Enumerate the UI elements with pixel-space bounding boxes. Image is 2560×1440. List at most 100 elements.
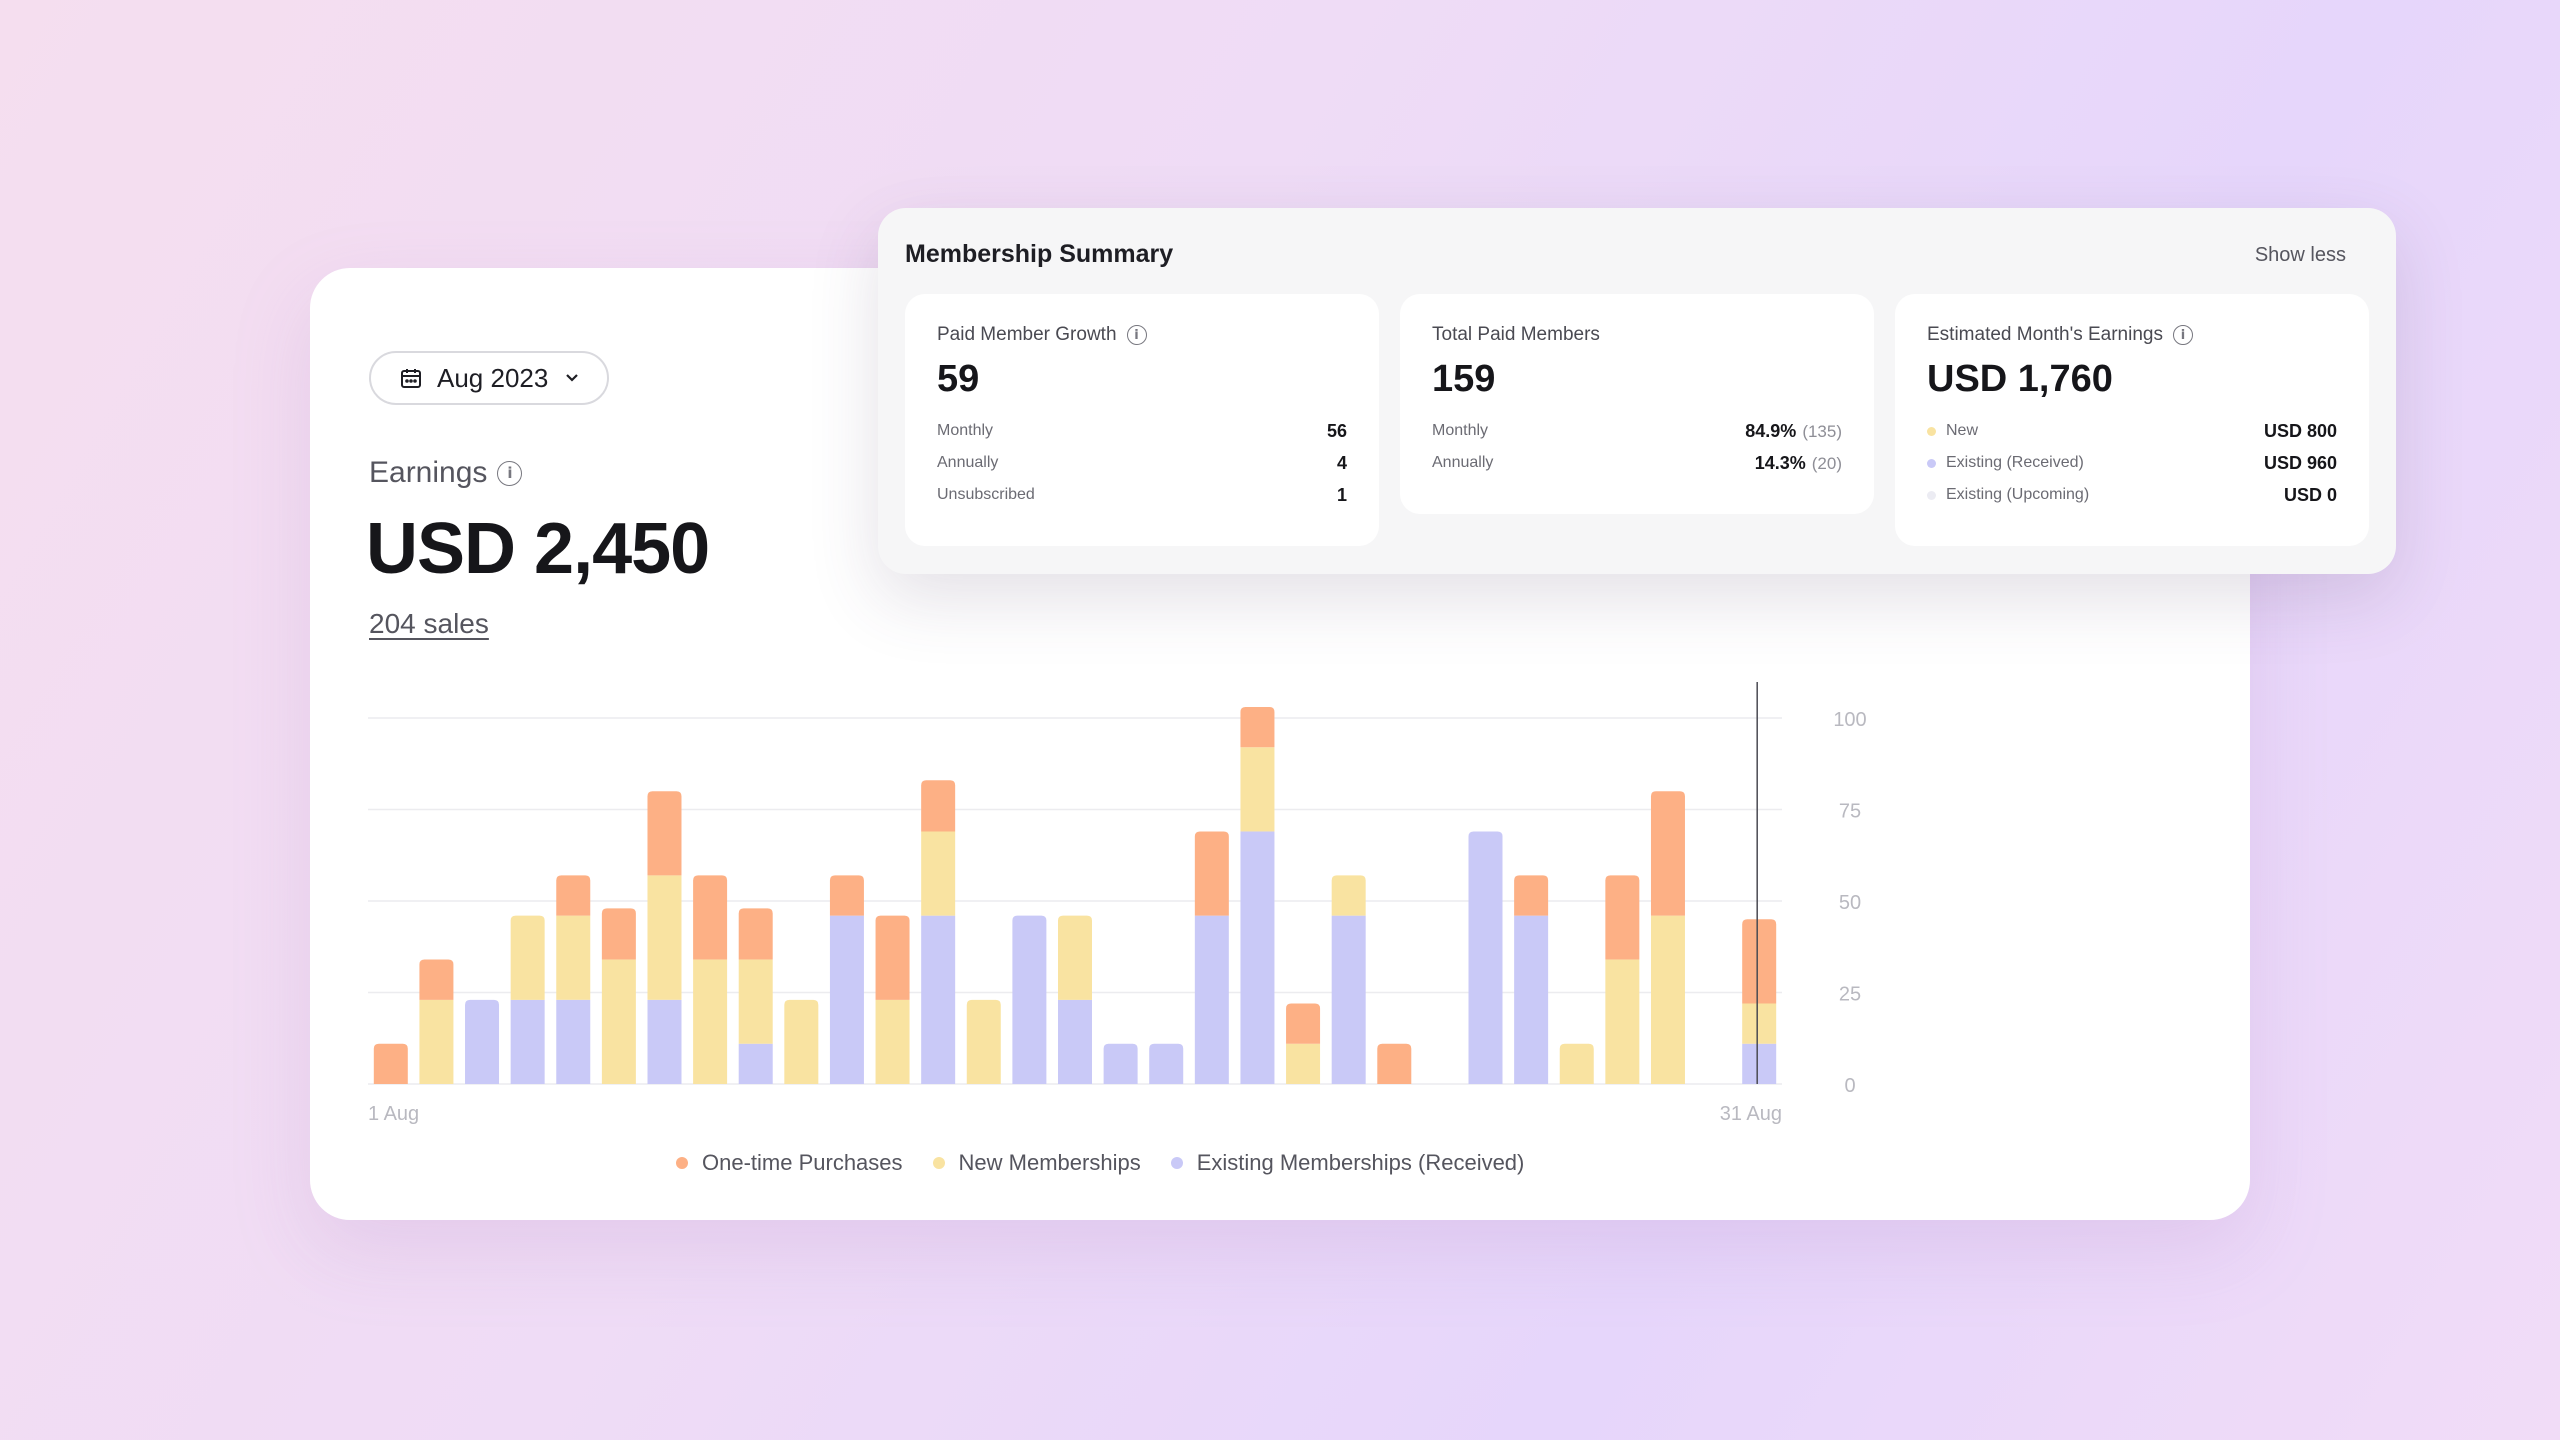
- stat-row-label: Monthly: [1432, 422, 1489, 439]
- x-tick-label: 31 Aug: [1720, 1103, 1782, 1125]
- bar-segment: [921, 780, 956, 832]
- bar-segment: [1240, 747, 1275, 832]
- bar-segment: [1605, 959, 1640, 1084]
- bar-segment: [373, 1043, 408, 1084]
- bar-segment: [647, 791, 682, 876]
- bar-segment: [1377, 1043, 1412, 1084]
- bar-segment: [829, 875, 864, 916]
- bar-segment: [1650, 791, 1685, 916]
- bar-segment: [1559, 1043, 1594, 1084]
- bar-segment: [1331, 875, 1366, 916]
- bar-segment: [875, 999, 910, 1084]
- earnings-label-text: Earnings: [369, 456, 488, 489]
- bar-segment: [1331, 915, 1366, 1084]
- stat-row-count: (135): [1802, 421, 1842, 441]
- stat-row-count: (20): [1811, 453, 1842, 473]
- bar-segment: [1742, 1003, 1777, 1044]
- stat-row-value: 4: [1336, 452, 1347, 473]
- bar-segment: [784, 999, 819, 1084]
- month-picker[interactable]: Aug 2023: [369, 351, 609, 405]
- y-tick-label: 50: [1839, 892, 1861, 914]
- y-tick-label: 100: [1833, 709, 1866, 731]
- bar-segment: [1286, 1003, 1321, 1044]
- bar-segment: [875, 915, 910, 1000]
- y-tick-label: 75: [1839, 801, 1861, 823]
- month-picker-label: Aug 2023: [437, 362, 549, 393]
- legend-item-existing-memberships: Existing Memberships (Received): [1170, 1150, 1525, 1176]
- panel-title: Membership Summary: [905, 240, 1174, 268]
- show-less-button[interactable]: Show less: [2254, 244, 2346, 266]
- stat-row: Annually 14.3% (20): [1432, 447, 1842, 479]
- total-paid-members-card: Total Paid Members 159 Monthly 84.9% (135…: [1400, 294, 1874, 514]
- stat-row: Existing (Upcoming) USD 0: [1927, 479, 2337, 511]
- stat-row-label: Annually: [1432, 454, 1494, 471]
- legend-swatch: [676, 1157, 688, 1169]
- legend-label: New Memberships: [958, 1150, 1141, 1175]
- bar-segment: [1058, 915, 1092, 1000]
- info-icon[interactable]: i: [2172, 325, 2193, 345]
- bar-segment: [1149, 1043, 1184, 1084]
- earnings-chart: 0 25 50 75 100 1 Aug 31 Aug: [368, 682, 1867, 1125]
- stat-row-value: USD 0: [2283, 484, 2337, 505]
- legend-item-new-memberships: New Memberships: [932, 1150, 1141, 1176]
- bar-segment: [465, 999, 500, 1084]
- bar-segment: [1058, 999, 1092, 1084]
- bar-segment: [1742, 1043, 1777, 1084]
- bar-segment: [921, 831, 956, 916]
- stat-value: 159: [1432, 358, 1496, 400]
- bar-segment: [1240, 707, 1275, 748]
- estimated-earnings-card: Estimated Month's Earnings i USD 1,760 N…: [1895, 294, 2369, 546]
- bar-segment: [1240, 831, 1275, 1084]
- bar-segment: [556, 999, 591, 1084]
- earnings-label: Earnings i: [369, 456, 523, 490]
- calendar-icon: [401, 369, 421, 388]
- stat-title-text: Paid Member Growth: [937, 324, 1117, 345]
- paid-member-growth-card: Paid Member Growth i 59 Monthly 56 Annua…: [905, 294, 1379, 546]
- bar-segment: [921, 915, 956, 1084]
- stat-row: Existing (Received) USD 960: [1927, 447, 2337, 479]
- legend-swatch: [932, 1157, 945, 1169]
- chart-legend: One-time Purchases New Memberships Exist…: [676, 1150, 1524, 1176]
- bar-segment: [1650, 915, 1685, 1084]
- legend-item-one-time: One-time Purchases: [676, 1150, 903, 1176]
- legend-label: Existing Memberships (Received): [1196, 1150, 1525, 1175]
- bar-segment: [601, 959, 636, 1084]
- bar-segment: [1012, 915, 1047, 1084]
- stat-row-value: 56: [1326, 420, 1347, 441]
- info-icon[interactable]: i: [497, 460, 523, 486]
- stat-title-text: Total Paid Members: [1432, 324, 1600, 345]
- sales-link[interactable]: 204 sales: [369, 608, 489, 639]
- y-tick-label: 25: [1839, 984, 1861, 1006]
- info-icon[interactable]: i: [1126, 325, 1147, 345]
- bar-segment: [1514, 875, 1549, 916]
- bar-segment: [419, 959, 454, 1000]
- bar-segment: [556, 915, 591, 1000]
- stat-row-label: Annually: [937, 454, 999, 471]
- stat-value: 59: [937, 358, 980, 400]
- bar-segment: [510, 915, 545, 1000]
- status-dot: [1927, 490, 1936, 500]
- stat-row: Annually 4: [937, 447, 1347, 479]
- chevron-down-icon: [566, 374, 579, 382]
- bar-segment: [1605, 875, 1640, 960]
- bar-segment: [966, 999, 1001, 1084]
- legend-label: One-time Purchases: [702, 1150, 903, 1175]
- x-tick-label: 1 Aug: [368, 1103, 419, 1125]
- bar-segment: [601, 908, 636, 960]
- stat-title-text: Estimated Month's Earnings: [1927, 324, 2163, 345]
- bar-segment: [1286, 1043, 1321, 1084]
- bar-segment: [1514, 915, 1549, 1084]
- status-dot: [1927, 426, 1936, 436]
- stat-row-label: New: [1946, 422, 1979, 439]
- membership-summary-panel: Membership Summary Show less Paid Member…: [878, 208, 2396, 574]
- bar-segment: [1194, 831, 1229, 916]
- stat-title: Estimated Month's Earnings i: [1927, 324, 2337, 346]
- stat-row-label: Unsubscribed: [937, 486, 1035, 503]
- bar-segment: [738, 908, 773, 960]
- y-tick-label: 0: [1844, 1075, 1855, 1097]
- stat-row-value: USD 800: [2263, 420, 2337, 441]
- bar-segment: [647, 999, 682, 1084]
- stat-row-value: 1: [1336, 484, 1347, 505]
- legend-swatch: [1170, 1157, 1183, 1169]
- stat-row-label: Existing (Received): [1946, 454, 2084, 471]
